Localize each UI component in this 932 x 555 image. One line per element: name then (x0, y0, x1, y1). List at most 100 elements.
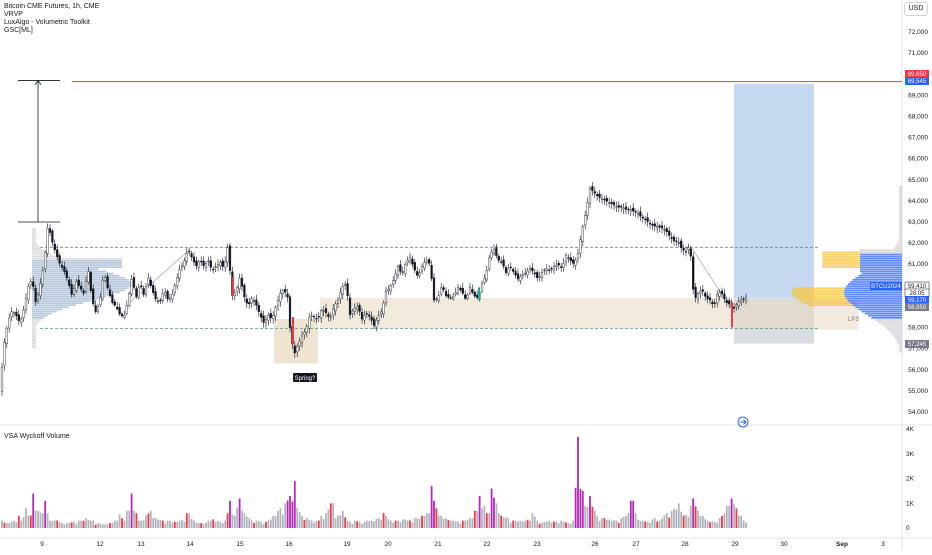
price-badge-bg (905, 296, 929, 304)
candle-body (77, 279, 80, 286)
volume-bar (423, 515, 426, 528)
candle-body (480, 283, 484, 292)
right-profile-bar (864, 312, 902, 315)
candle-body (387, 288, 390, 291)
candle-body (507, 268, 510, 274)
volume-pane-title[interactable]: VSA Wyckoff Volume (4, 433, 70, 440)
right-profile-bar (898, 344, 902, 347)
price-badge-bg (905, 303, 929, 311)
right-profile-bar (860, 249, 902, 252)
volume-bar (701, 515, 704, 528)
volume-bar (737, 515, 740, 528)
volume-bar (269, 519, 272, 528)
candle-body (680, 240, 683, 248)
symbol-title[interactable]: Bitcoin CME Futures, 1h, CME (4, 3, 100, 10)
volume-bar (164, 523, 167, 528)
volume-bar (524, 520, 527, 528)
indicator-luxalgo[interactable]: LuxAlgo - Volumetric Toolkit (4, 19, 90, 26)
volume-bar (317, 520, 320, 528)
candle-body (317, 316, 320, 318)
left-profile-bar (32, 300, 91, 302)
volume-bar (68, 523, 71, 528)
candle-body (471, 288, 474, 293)
volume-axis-ticks: 4K 3K 2K 1K 0 (906, 426, 915, 532)
candle-body (368, 314, 371, 317)
candle-body (118, 307, 121, 315)
candle-body (440, 287, 443, 295)
right-profile-bar (899, 194, 902, 197)
candle-body (444, 291, 448, 297)
volume-bar (661, 518, 663, 528)
volume-bar (286, 500, 289, 528)
volume-bar (541, 522, 543, 528)
volume-bar (569, 523, 572, 528)
right-profile-bar-sell (793, 295, 846, 298)
candle-body (178, 269, 181, 279)
right-profile-bar-sell (822, 257, 860, 260)
candle-body (329, 316, 332, 318)
volume-bar (387, 519, 390, 528)
candle-body (207, 260, 210, 263)
volume-bar (361, 524, 363, 528)
volume-bar (632, 500, 635, 528)
volume-bar (545, 521, 548, 528)
candle-body (197, 261, 200, 268)
volume-bar (77, 520, 80, 528)
left-profile-bar (32, 317, 45, 319)
candle-body (27, 286, 30, 300)
volume-bar (639, 520, 642, 528)
candle-body (233, 292, 236, 297)
spring-label: Spring? (295, 376, 316, 382)
candle-body (540, 272, 544, 279)
right-profile-bar (899, 205, 902, 207)
candle-body (531, 267, 534, 272)
volume-bar (29, 515, 32, 528)
volume-bar (466, 519, 469, 528)
indicator-gsc[interactable]: GSC[ML] (4, 27, 33, 34)
right-profile-bar (899, 200, 902, 203)
left-profile-bar (32, 257, 122, 260)
right-profile-bar (850, 281, 902, 283)
indicator-vrvp[interactable]: VRVP (4, 11, 23, 18)
candle-body (358, 304, 361, 312)
right-profile-bar (861, 272, 902, 275)
volume-bar (161, 520, 164, 528)
candle-body (236, 287, 239, 292)
currency-button[interactable]: USD (904, 2, 928, 16)
price-badge-text: 59,170 (908, 298, 927, 304)
right-profile-bar-sell (791, 291, 844, 294)
volume-bar (301, 515, 303, 528)
candle-body (262, 315, 265, 323)
candle-body (20, 318, 23, 323)
left-profile-bar (32, 319, 42, 321)
candle-body (267, 315, 270, 321)
volume-bar (44, 500, 47, 528)
price-tick: 58,000 (908, 325, 928, 332)
candle-body (142, 288, 145, 295)
candle-body (116, 306, 119, 310)
candle-body (466, 294, 469, 299)
candle-body (396, 266, 400, 276)
right-profile-bar (899, 230, 902, 233)
volume-bar (229, 500, 231, 528)
candle-body (137, 287, 140, 298)
candle-body (108, 289, 112, 297)
candle-body (476, 294, 479, 298)
candle-body (442, 287, 445, 290)
volume-bar (39, 512, 42, 528)
candle-body (687, 247, 690, 250)
right-profile-bar-sell (822, 262, 860, 264)
candle-body (432, 277, 436, 301)
right-profile-bar-sell (822, 251, 860, 254)
volume-bar (101, 524, 104, 528)
left-profile-bar (32, 236, 36, 239)
volume-bar (536, 520, 539, 528)
volume-bar (315, 520, 318, 528)
candle-body (718, 292, 721, 297)
right-profile-bar (860, 264, 902, 266)
volume-bar (121, 518, 123, 528)
candle-body (185, 253, 188, 262)
volume-bar (253, 522, 255, 528)
candle-body (670, 237, 673, 239)
